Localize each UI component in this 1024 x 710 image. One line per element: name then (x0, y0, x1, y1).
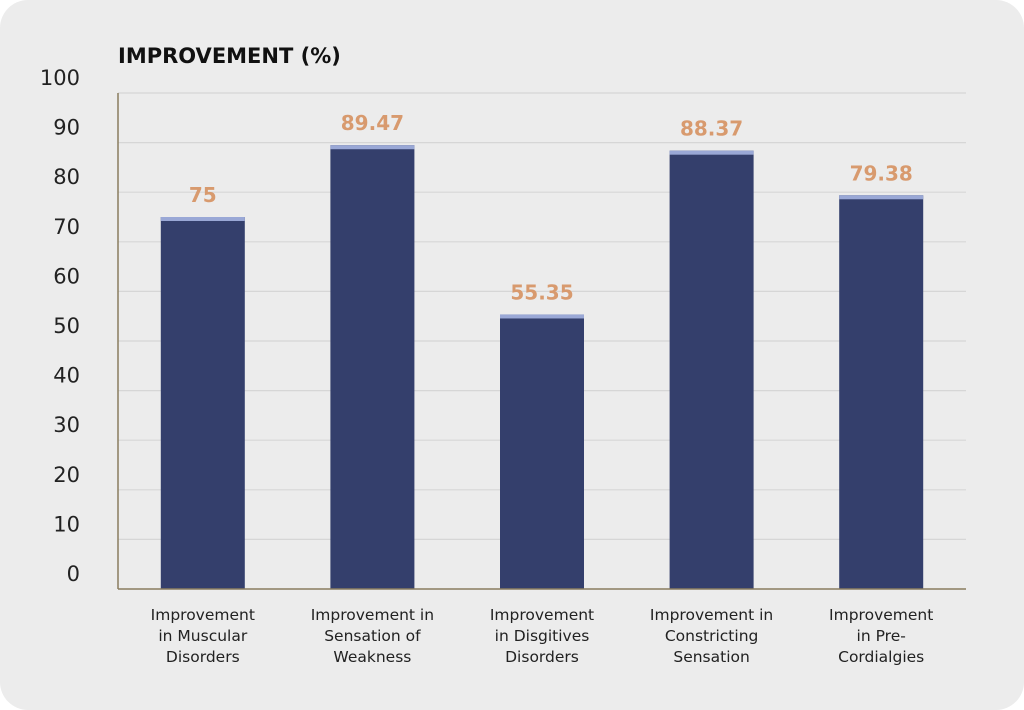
category-label-line: Constricting (665, 627, 759, 645)
bar-cap (500, 314, 584, 319)
bar (669, 150, 754, 589)
category-label-line: Disorders (505, 648, 579, 666)
y-tick-label: 60 (53, 264, 80, 288)
data-label: 55.35 (510, 280, 573, 304)
bar (839, 195, 924, 589)
category-label-line: Improvement in (650, 606, 773, 624)
category-label: Improvement in Pre- Cordialgies (829, 606, 933, 666)
category-label-line: Sensation (673, 648, 749, 666)
category-labels: Improvement in Muscular DisordersImproveme… (151, 606, 934, 666)
category-label: Improvement in Sensation of Weakness (311, 606, 434, 666)
category-label-line: Disorders (166, 648, 240, 666)
y-tick-label: 70 (53, 215, 80, 239)
category-label-line: in Pre- (857, 627, 906, 645)
category-label-line: Improvement (151, 606, 255, 624)
y-tick-label: 90 (53, 116, 80, 140)
y-tick-label: 100 (40, 66, 80, 90)
category-label-line: Improvement (829, 606, 933, 624)
category-label-line: Improvement (490, 606, 594, 624)
bar-cap (330, 145, 415, 150)
category-label-line: Improvement in (311, 606, 434, 624)
category-label-line: Weakness (333, 648, 411, 666)
bar-cap (160, 217, 245, 221)
category-label: Improvement in Constricting Sensation (650, 606, 773, 666)
category-label-line: in Muscular (158, 627, 247, 645)
y-tick-label: 50 (53, 314, 80, 338)
y-tick-label: 40 (53, 364, 80, 388)
data-label: 89.47 (341, 111, 404, 135)
y-tick-label: 80 (53, 165, 80, 189)
category-label-line: Cordialgies (838, 648, 924, 666)
category-label-line: in Disgitives (495, 627, 590, 645)
bar (160, 217, 245, 589)
bar-cap (839, 195, 924, 200)
data-label: 75 (189, 183, 217, 207)
category-label: Improvement in Disgitives Disorders (490, 606, 594, 666)
data-label: 79.38 (850, 161, 913, 185)
y-tick-label: 0 (67, 562, 80, 586)
bar (500, 314, 584, 589)
data-labels: 75 89.47 55.35 88.37 79.38 (189, 111, 913, 304)
axes (117, 93, 966, 590)
bars (160, 145, 924, 589)
bar (330, 145, 415, 589)
y-tick-labels: 0 10 20 30 40 50 60 70 80 90 100 (40, 66, 80, 586)
bar-cap (669, 150, 754, 155)
y-tick-label: 10 (53, 512, 80, 536)
category-label-line: Sensation of (324, 627, 421, 645)
y-axis-title: IMPROVEMENT (%) (118, 44, 341, 68)
data-label: 88.37 (680, 117, 743, 141)
category-label: Improvement in Muscular Disorders (151, 606, 255, 666)
y-tick-label: 30 (53, 413, 80, 437)
y-tick-label: 20 (53, 463, 80, 487)
